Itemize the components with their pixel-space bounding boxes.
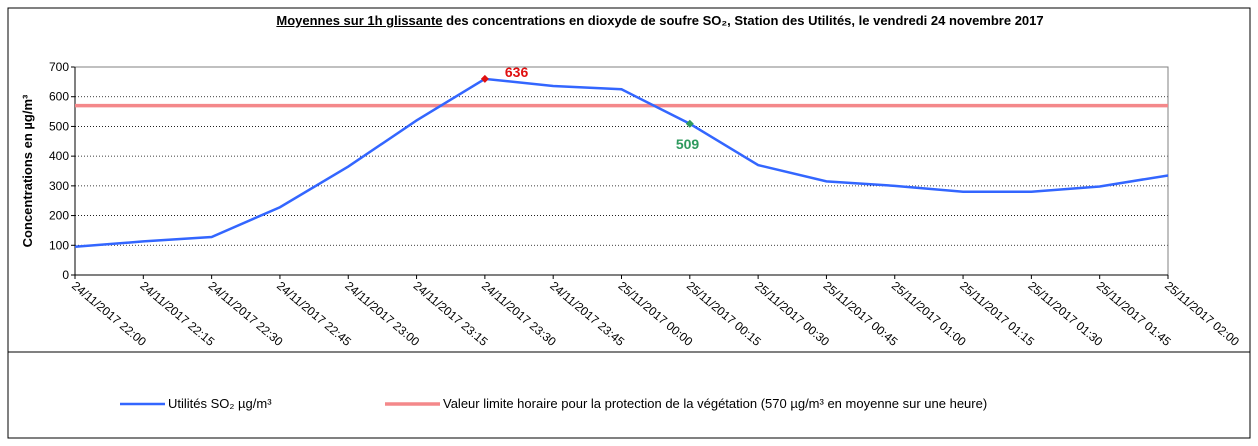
x-tick-label: 25/11/2017 00:00 — [616, 279, 696, 349]
y-tick-label: 400 — [49, 149, 69, 163]
chart-title: Moyennes sur 1h glissante des concentrat… — [180, 12, 1140, 29]
x-tick-label: 24/11/2017 23:30 — [479, 279, 559, 349]
annotation: 636 — [505, 64, 529, 80]
y-tick-label: 0 — [62, 268, 69, 282]
legend-label: Utilités SO₂ µg/m³ — [168, 396, 272, 411]
series-line — [74, 77, 1169, 249]
x-tick-label: 25/11/2017 01:30 — [1025, 279, 1105, 349]
y-tick-label: 300 — [49, 179, 69, 193]
title-text: des concentrations en dioxyde de soufre … — [446, 13, 1044, 28]
x-tick-label: 25/11/2017 01:15 — [957, 279, 1037, 349]
legend-box — [7, 351, 1251, 439]
x-tick-label: 24/11/2017 22:15 — [137, 279, 217, 349]
x-tick-label: 24/11/2017 22:00 — [69, 279, 149, 349]
x-tick-label: 24/11/2017 22:30 — [206, 279, 286, 349]
x-tick-label: 24/11/2017 23:15 — [411, 279, 491, 349]
y-tick-label: 700 — [49, 60, 69, 74]
y-tick-label: 500 — [49, 119, 69, 133]
legend-label: Valeur limite horaire pour la protection… — [443, 396, 987, 411]
y-tick-label: 100 — [49, 238, 69, 252]
y-axis-label: Concentrations en µg/m³ — [20, 94, 35, 247]
plot-frame — [74, 66, 1169, 276]
x-tick-label: 24/11/2017 22:45 — [274, 279, 354, 349]
y-tick-label: 200 — [49, 209, 69, 223]
x-tick-label: 24/11/2017 23:45 — [547, 279, 627, 349]
x-tick-label: 25/11/2017 01:00 — [889, 279, 969, 349]
annotation-marker — [685, 119, 694, 128]
annotation: 509 — [676, 136, 700, 152]
x-tick-label: 24/11/2017 23:00 — [342, 279, 422, 349]
annotation-marker — [480, 74, 489, 83]
x-tick-label: 25/11/2017 01:45 — [1094, 279, 1174, 349]
x-tick-label: 25/11/2017 02:00 — [1162, 279, 1242, 349]
x-tick-label: 25/11/2017 00:45 — [821, 279, 901, 349]
x-tick-label: 25/11/2017 00:30 — [752, 279, 832, 349]
chart-border — [7, 7, 1251, 439]
title-underlined: Moyennes sur 1h glissante — [276, 13, 443, 28]
y-tick-label: 600 — [49, 90, 69, 104]
x-tick-label: 25/11/2017 00:15 — [684, 279, 764, 349]
